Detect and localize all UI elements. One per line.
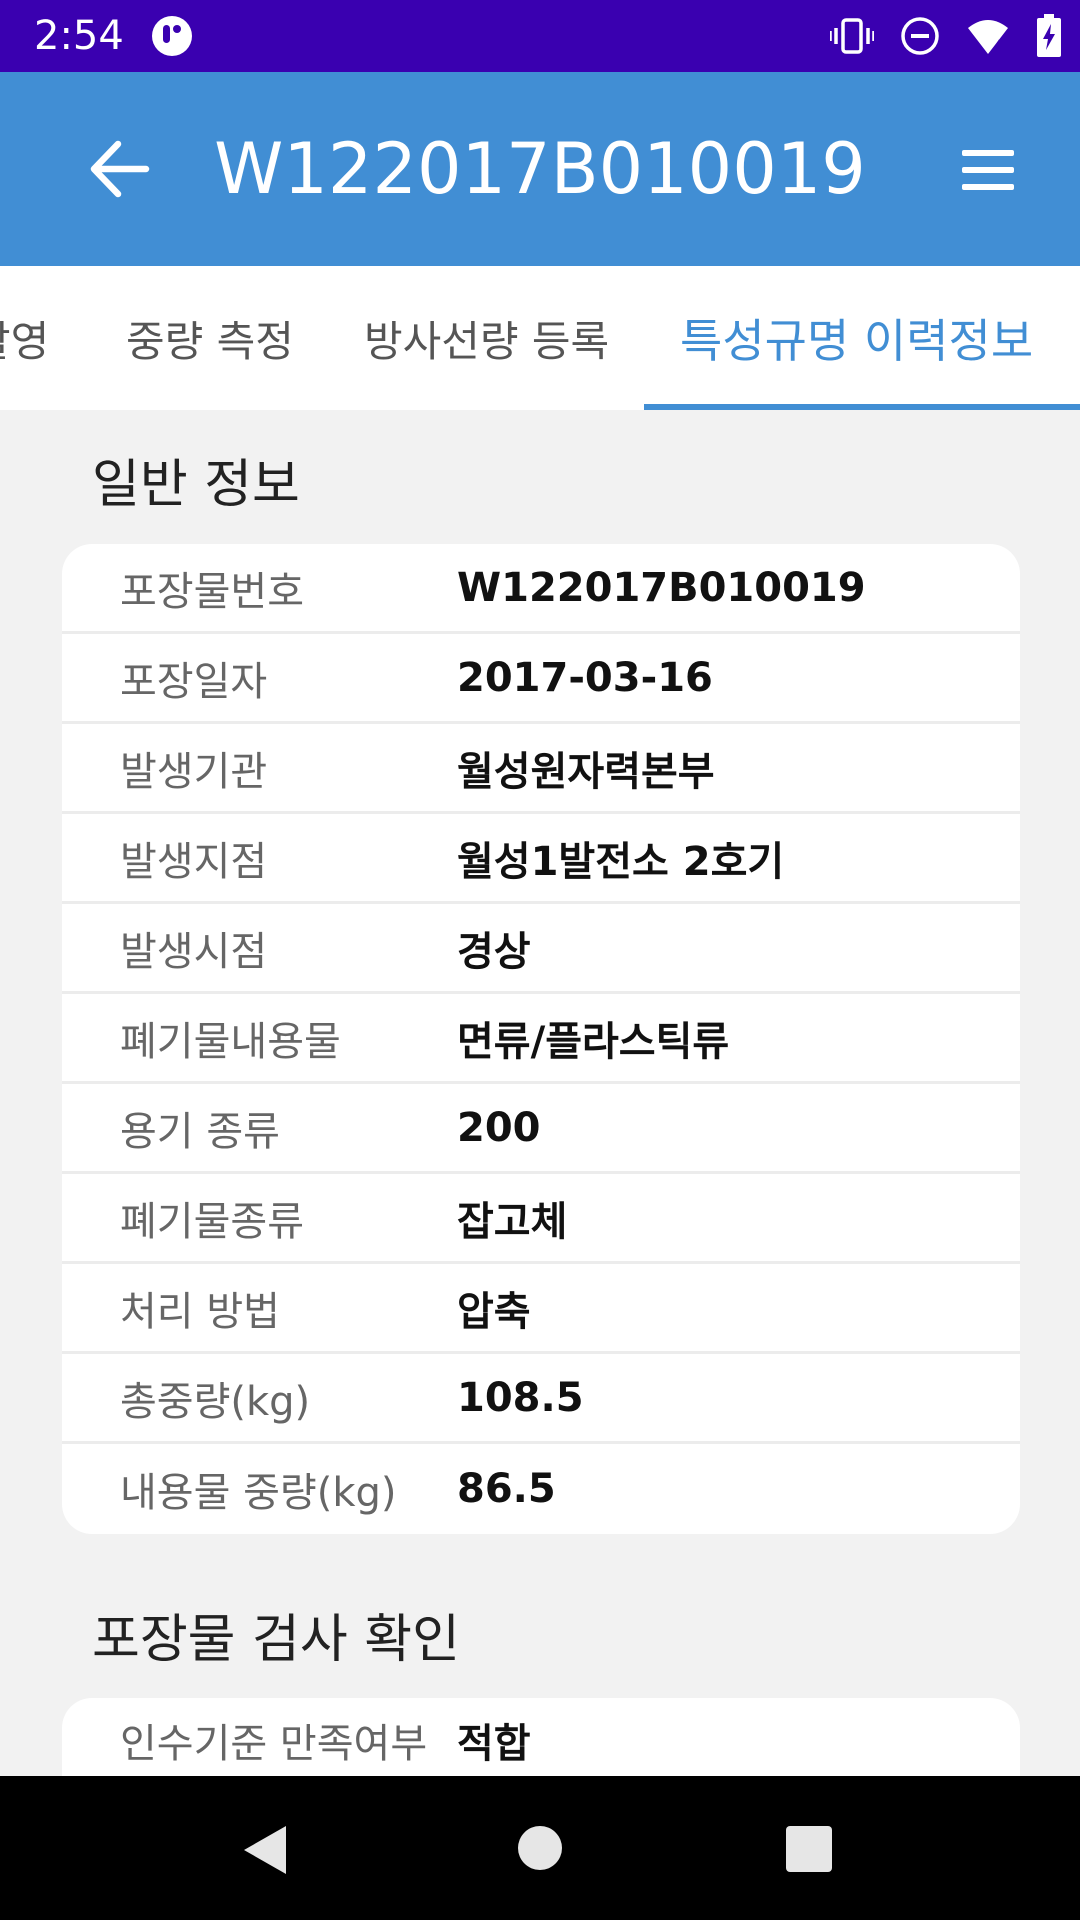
row-label: 용기 종류 [120, 1108, 280, 1155]
nav-home-icon[interactable] [518, 1826, 562, 1870]
active-tab-indicator [644, 404, 1080, 410]
table-row: 인수기준 만족여부 적합 [62, 1698, 1020, 1776]
navigation-bar [0, 1776, 1080, 1920]
row-value: W122017B010019 [457, 564, 866, 611]
row-value: 적합 [457, 1721, 531, 1767]
row-label: 폐기물내용물 [120, 1018, 341, 1065]
arrow-left-icon[interactable] [86, 136, 152, 202]
tab-characterization-history[interactable]: 특성규명 이력정보 [680, 314, 1034, 368]
section-title-package-inspection: 포장물 검사 확인 [92, 1610, 460, 1670]
row-value: 200 [457, 1104, 541, 1151]
table-row: 발생지점 월성1발전소 2호기 [62, 814, 1020, 904]
inspection-card: 인수기준 만족여부 적합 [62, 1698, 1020, 1776]
wifi-icon: 4 [968, 20, 1008, 54]
row-value: 월성원자력본부 [457, 748, 715, 795]
row-label: 포장물번호 [120, 568, 304, 615]
vibrate-icon [830, 18, 874, 54]
row-label: 내용물 중량(kg) [120, 1470, 397, 1516]
row-value: 86.5 [457, 1466, 556, 1512]
table-row: 발생시점 경상 [62, 904, 1020, 994]
row-label: 발생시점 [120, 928, 268, 975]
tab-radiation-dose-registration[interactable]: 방사선량 등록 [364, 316, 610, 366]
table-row: 총중량(kg) 108.5 [62, 1354, 1020, 1444]
row-label: 발생지점 [120, 838, 268, 885]
row-label: 발생기관 [120, 748, 268, 795]
table-row: 포장일자 2017-03-16 [62, 634, 1020, 724]
row-label: 총중량(kg) [120, 1378, 311, 1425]
do-not-disturb-icon [901, 17, 939, 55]
status-icons: 4 [830, 12, 1062, 60]
row-value: 압축 [457, 1288, 531, 1335]
table-row: 폐기물내용물 면류/플라스틱류 [62, 994, 1020, 1084]
row-value: 2017-03-16 [457, 654, 713, 701]
nav-back-icon[interactable] [240, 1824, 290, 1876]
hamburger-menu-icon[interactable] [958, 140, 1018, 200]
row-label: 포장일자 [120, 658, 268, 705]
table-row: 발생기관 월성원자력본부 [62, 724, 1020, 814]
row-value: 경상 [457, 928, 531, 975]
table-row: 처리 방법 압축 [62, 1264, 1020, 1354]
tab-bar: 촬영 중량 측정 방사선량 등록 특성규명 이력정보 [0, 266, 1080, 410]
tab-photo[interactable]: 촬영 [0, 316, 50, 366]
app-bar: W122017B010019 [0, 72, 1080, 266]
section-title-general-info: 일반 정보 [92, 455, 300, 515]
svg-text:4: 4 [994, 38, 1003, 54]
row-value: 108.5 [457, 1374, 584, 1421]
row-label: 인수기준 만족여부 [120, 1721, 428, 1767]
row-label: 처리 방법 [120, 1288, 280, 1335]
status-time: 2:54 [34, 13, 124, 59]
page-title: W122017B010019 [214, 128, 866, 210]
general-info-card: 포장물번호 W122017B010019 포장일자 2017-03-16 발생기… [62, 544, 1020, 1534]
row-label: 폐기물종류 [120, 1198, 304, 1245]
row-value: 월성1발전소 2호기 [457, 838, 785, 885]
row-value: 면류/플라스틱류 [457, 1018, 730, 1065]
tab-weight-measurement[interactable]: 중량 측정 [126, 316, 294, 366]
app-notification-icon [152, 16, 192, 56]
status-bar: 2:54 4 [0, 0, 1080, 72]
table-row: 포장물번호 W122017B010019 [62, 544, 1020, 634]
table-row: 내용물 중량(kg) 86.5 [62, 1444, 1020, 1534]
table-row: 용기 종류 200 [62, 1084, 1020, 1174]
battery-charging-icon [1037, 14, 1061, 57]
row-value: 잡고체 [457, 1198, 568, 1245]
table-row: 폐기물종류 잡고체 [62, 1174, 1020, 1264]
nav-recents-icon[interactable] [786, 1826, 832, 1872]
